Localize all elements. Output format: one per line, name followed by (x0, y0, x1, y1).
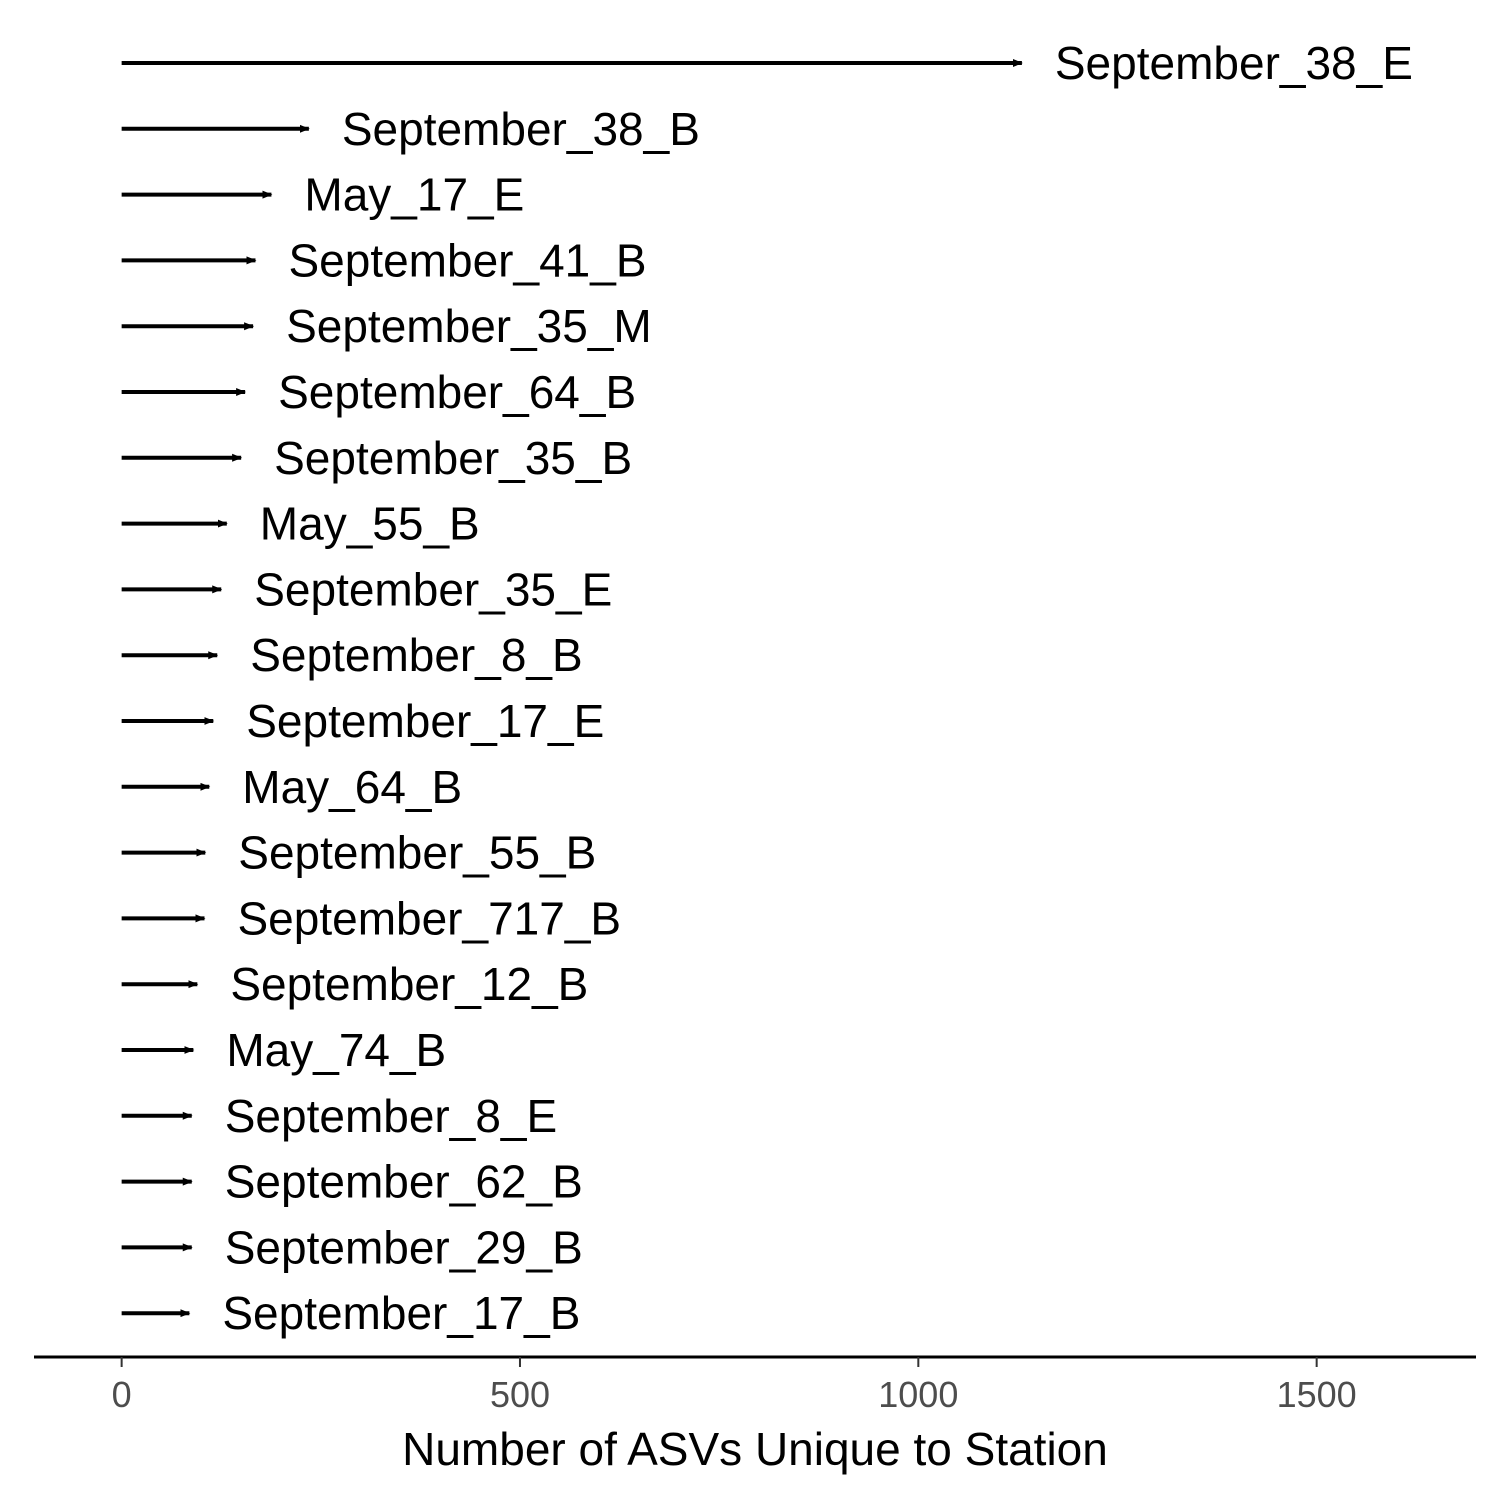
bar-label-September_29_B: September_29_B (225, 1221, 583, 1273)
bar-label-September_8_B: September_8_B (250, 629, 582, 681)
bar-label-September_38_E: September_38_E (1055, 37, 1413, 89)
bar-label-September_35_M: September_35_M (286, 300, 652, 352)
bar-label-September_64_B: September_64_B (278, 366, 636, 418)
bar-label-May_74_B: May_74_B (226, 1024, 446, 1076)
bar-label-September_62_B: September_62_B (225, 1156, 583, 1208)
x-tick-label-500: 500 (490, 1374, 550, 1415)
bar-label-September_17_B: September_17_B (222, 1287, 580, 1339)
bar-label-September_8_E: September_8_E (225, 1090, 557, 1142)
bar-labels-group: September_38_E September_38_B May_17_E Sept… (222, 37, 1413, 1339)
bar-label-May_17_E: May_17_E (304, 169, 524, 221)
bar-label-September_717_B: September_717_B (237, 892, 621, 944)
x-tick-label-1500: 1500 (1277, 1374, 1357, 1415)
bars-group (121, 59, 1023, 1318)
x-axis-title: Number of ASVs Unique to Station (402, 1423, 1108, 1475)
bar-label-September_41_B: September_41_B (288, 234, 646, 286)
bar-label-May_55_B: May_55_B (260, 498, 480, 550)
bar-label-May_64_B: May_64_B (242, 761, 462, 813)
bar-label-September_38_B: September_38_B (342, 103, 700, 155)
x-ticks-group: 0 500 1000 1500 (112, 1357, 1357, 1415)
bar-label-September_55_B: September_55_B (238, 827, 596, 879)
x-tick-label-0: 0 (112, 1374, 132, 1415)
bar-label-September_35_E: September_35_E (254, 563, 612, 615)
bar-label-September_35_B: September_35_B (274, 432, 632, 484)
bar-label-September_17_E: September_17_E (246, 695, 604, 747)
x-tick-label-1000: 1000 (878, 1374, 958, 1415)
bar-label-September_12_B: September_12_B (230, 958, 588, 1010)
